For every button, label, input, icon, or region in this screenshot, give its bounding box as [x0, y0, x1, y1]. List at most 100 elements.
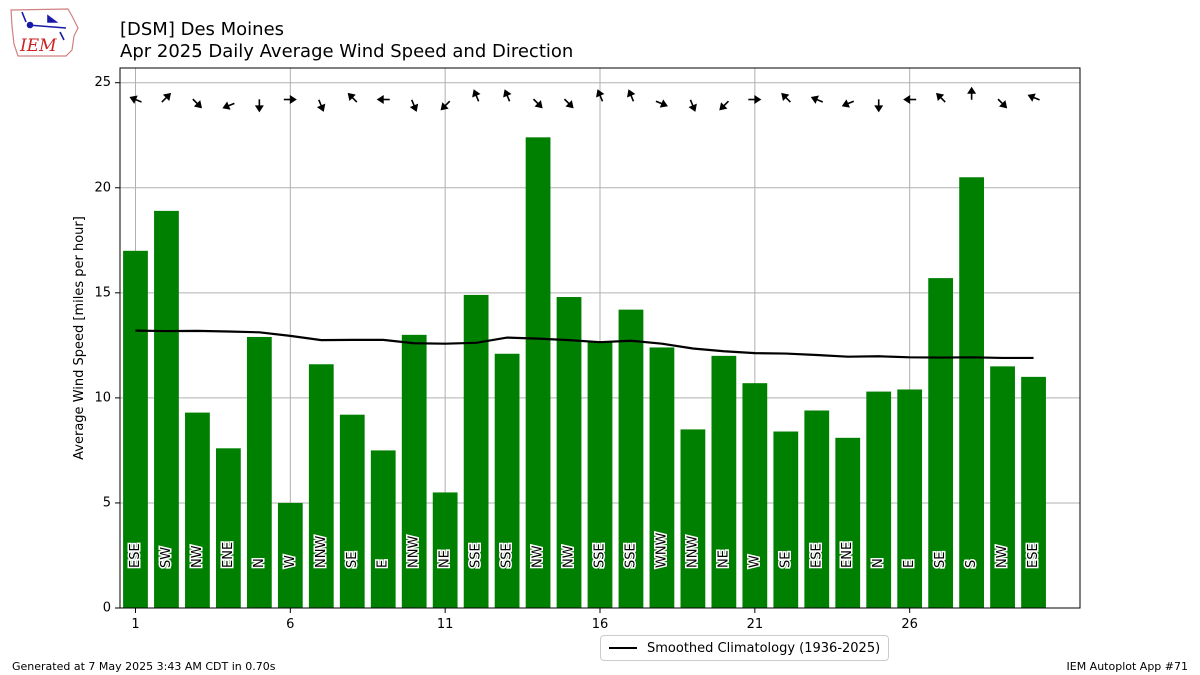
wind-direction-arrow	[1027, 93, 1040, 102]
wind-speed-bar	[990, 366, 1015, 608]
wind-direction-arrow	[472, 89, 481, 102]
direction-labels: ESE SW NW ENE N W NNW SE E NNW NE SSE SSE NW NW SSE SSE W…	[126, 531, 1042, 570]
legend-line-swatch	[609, 647, 637, 649]
wind-speed-bar	[525, 137, 551, 609]
wind-speed-bar	[246, 336, 272, 608]
wind-direction-arrow	[563, 98, 574, 109]
direction-label: SSE	[469, 543, 484, 568]
direction-label: ENE	[221, 542, 236, 568]
wind-direction-arrow	[719, 100, 730, 111]
wind-direction-arrow	[655, 99, 668, 108]
wind-speed-bar	[123, 250, 148, 608]
climatology-line-group	[135, 329, 1034, 360]
direction-label: ESE	[809, 543, 824, 568]
wind-direction-arrow	[688, 99, 697, 112]
x-tick-label: 6	[286, 617, 294, 632]
direction-label: NNW	[407, 536, 422, 568]
wind-direction-arrow	[316, 99, 326, 112]
generated-timestamp: Generated at 7 May 2025 3:43 AM CDT in 0…	[12, 660, 276, 673]
wind-direction-arrow	[596, 89, 605, 102]
y-tick-label: 25	[94, 75, 111, 90]
wind-direction-arrow	[532, 98, 543, 109]
wind-direction-arrow	[936, 92, 946, 103]
chart-title-line1: [DSM] Des Moines	[120, 19, 284, 40]
x-tick-label: 16	[592, 617, 609, 632]
wind-speed-bar	[401, 334, 427, 608]
wind-speed-bar	[897, 389, 923, 608]
app-id: IEM Autoplot App #71	[1066, 660, 1189, 673]
wind-speed-bar	[618, 309, 644, 608]
direction-label: ENE	[840, 542, 855, 568]
iowa-state-outline-icon	[10, 8, 79, 57]
wind-speed-bar	[463, 294, 489, 608]
wind-speed-bar	[339, 414, 365, 608]
wind-speed-bar	[866, 391, 892, 608]
wind-direction-arrow	[440, 100, 451, 111]
direction-label: ESE	[128, 543, 143, 568]
wind-direction-arrow	[997, 98, 1008, 109]
wind-speed-bar	[277, 502, 303, 608]
y-tick-label: 15	[94, 285, 111, 300]
direction-label: SE	[778, 552, 793, 568]
weather-station-icon	[21, 11, 67, 41]
wind-speed-bar	[494, 353, 520, 608]
wind-speed-bar	[308, 364, 334, 608]
direction-label: WNW	[654, 532, 669, 568]
wind-speed-bar	[773, 431, 799, 608]
y-tick-label: 5	[103, 495, 111, 510]
y-tick-label: 20	[94, 180, 111, 195]
wind-direction-arrow	[347, 92, 358, 103]
wind-direction-arrow	[254, 99, 264, 113]
y-tick-label: 0	[103, 601, 111, 616]
wind-direction-arrow	[874, 99, 884, 113]
wind-speed-bar	[587, 341, 613, 608]
x-axis-ticks: 1 6 11 16 21 26	[131, 608, 918, 632]
direction-label: NW	[190, 545, 205, 568]
direction-label: SE	[933, 552, 948, 568]
direction-label: N	[871, 558, 886, 568]
direction-label: SE	[345, 552, 360, 568]
wind-direction-arrow	[283, 95, 297, 105]
iem-logo: IEM	[8, 6, 80, 62]
wind-speed-bar	[185, 412, 210, 608]
direction-label: SSE	[593, 543, 608, 568]
chart-title-line2: Apr 2025 Daily Average Wind Speed and Di…	[120, 41, 573, 62]
wind-speed-bar	[835, 437, 861, 608]
direction-label: E	[902, 560, 917, 568]
wind-speed-bar	[370, 450, 396, 608]
wind-direction-arrow	[781, 92, 791, 103]
direction-label: SW	[159, 547, 174, 568]
y-axis-label: Average Wind Speed [miles per hour]	[72, 216, 87, 460]
direction-label: SSE	[623, 543, 638, 568]
direction-label: W	[747, 555, 762, 568]
wind-direction-arrow	[192, 98, 203, 109]
y-axis-ticks: 0 5 10 15 20 25	[94, 75, 120, 616]
direction-label: N	[252, 558, 267, 568]
x-tick-label: 21	[747, 617, 764, 632]
direction-label: NNW	[314, 536, 329, 568]
wind-speed-bar	[680, 429, 706, 608]
wind-direction-arrow	[129, 95, 142, 104]
direction-label: SSE	[500, 543, 515, 568]
wind-speed-bar	[959, 177, 984, 609]
wind-direction-arrow	[409, 99, 419, 112]
direction-label: E	[376, 560, 391, 568]
climatology-line	[135, 329, 1034, 360]
wind-direction-arrow	[748, 95, 762, 105]
logo-text: IEM	[19, 36, 57, 56]
direction-label: NW	[995, 545, 1010, 568]
x-tick-label: 11	[437, 617, 454, 632]
direction-label: ESE	[1026, 543, 1041, 568]
wind-direction-arrow	[841, 99, 855, 108]
wind-direction-arrow	[810, 95, 824, 104]
bar-series	[123, 137, 1046, 609]
direction-label: NE	[438, 550, 453, 568]
wind-speed-bar	[154, 210, 179, 608]
direction-label: NE	[716, 550, 731, 568]
wind-direction-arrow	[161, 92, 172, 103]
direction-label: S	[964, 560, 979, 568]
wind-direction-arrow	[627, 89, 636, 102]
y-tick-label: 10	[94, 390, 111, 405]
x-tick-label: 26	[901, 617, 918, 632]
